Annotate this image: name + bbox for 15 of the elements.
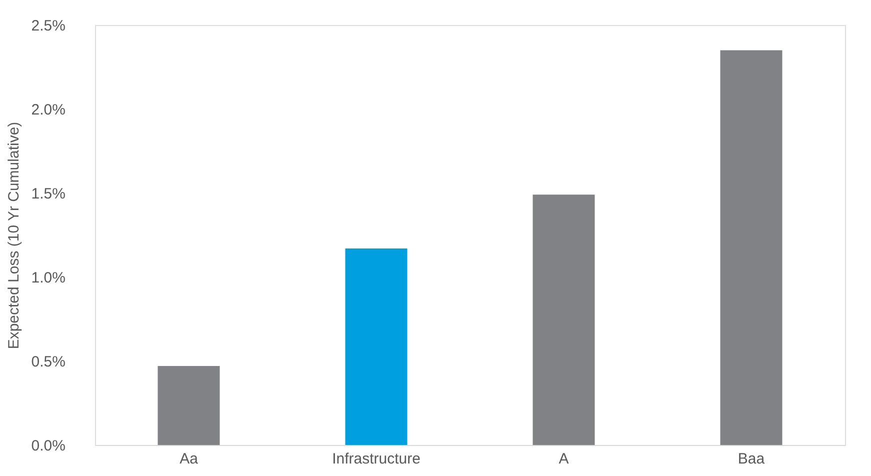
x-tick-label: A xyxy=(558,450,569,468)
y-tick-label: 2.0% xyxy=(31,102,66,118)
bar xyxy=(345,248,408,445)
x-tick-label: Baa xyxy=(738,450,766,468)
y-tick-label: 0.5% xyxy=(31,354,66,370)
bar xyxy=(532,194,595,445)
y-tick-label: 0.0% xyxy=(31,438,66,454)
y-axis-title: Expected Loss (10 Yr Cumulative) xyxy=(5,122,22,350)
x-tick-label: Aa xyxy=(180,450,199,468)
y-tick-label: 1.5% xyxy=(31,186,66,202)
bar xyxy=(158,366,220,445)
bar xyxy=(720,50,782,445)
x-tick-label: Infrastructure xyxy=(332,450,420,468)
y-tick-label: 2.5% xyxy=(31,18,66,34)
y-tick-label: 1.0% xyxy=(31,270,66,286)
